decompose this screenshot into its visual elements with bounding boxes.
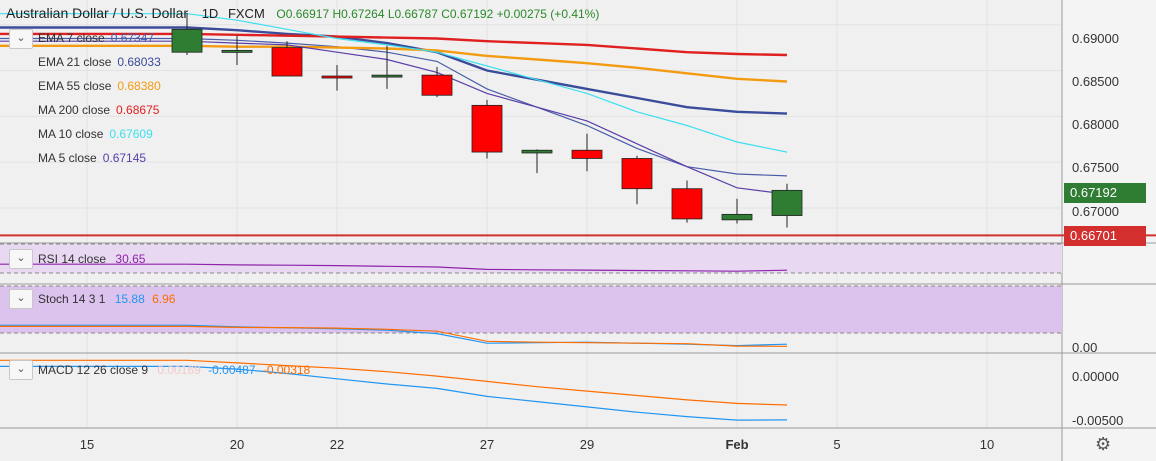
rsi-line: [0, 263, 788, 272]
stoch-d-line: [0, 325, 788, 347]
candle-body: [571, 149, 603, 159]
legend-label: EMA 55 close: [38, 79, 112, 93]
legend-value: 0.68675: [116, 103, 160, 117]
series-line: [0, 32, 788, 57]
stoch-k-value: 15.88: [114, 292, 145, 306]
interval-label[interactable]: 1D: [201, 6, 219, 21]
collapse-legend-button[interactable]: ⌄: [9, 29, 33, 49]
date-tick: 10: [979, 437, 995, 452]
macd-axis-tick: 0.00000: [1072, 369, 1119, 384]
candle-body: [371, 74, 403, 78]
date-tick: 27: [479, 437, 495, 452]
candle-body: [471, 104, 503, 153]
date-tick: 29: [579, 437, 595, 452]
stoch-name: Stoch 14 3 1: [38, 292, 106, 306]
rsi-name: RSI 14 close: [38, 252, 107, 266]
legend-value: 0.67145: [102, 151, 147, 165]
stoch-collapse-button[interactable]: ⌄: [9, 289, 33, 309]
legend-value: 0.67347: [110, 31, 155, 45]
series-line: [0, 37, 788, 177]
legend-item: MA 10 close 0.67609: [38, 127, 153, 141]
macd-label: MACD 12 26 close 9 0.00169 -0.00487 -0.0…: [38, 363, 310, 377]
candle-body: [171, 28, 203, 53]
rsi-value: 30.65: [115, 252, 146, 266]
exchange-label: FXCM: [227, 6, 265, 21]
candle-body: [721, 213, 753, 221]
legend-label: EMA 7 close: [38, 31, 105, 45]
macd-axis-tick: -0.00500: [1072, 413, 1124, 428]
rsi-band: [0, 244, 1062, 273]
price-tick: 0.69000: [1072, 31, 1119, 46]
legend-label: EMA 21 close: [38, 55, 112, 69]
candle-body: [771, 189, 803, 216]
ohlc-readout: O0.66917 H0.67264 L0.66787 C0.67192 +0.0…: [276, 7, 600, 21]
date-tick: 20: [229, 437, 245, 452]
stoch-d-value: 6.96: [152, 292, 176, 306]
stoch-label: Stoch 14 3 1 15.88 6.96: [38, 292, 175, 306]
legend-value: 0.68033: [117, 55, 161, 69]
level-price-tag: 0.66701: [1064, 226, 1146, 246]
legend-item: MA 5 close 0.67145: [38, 151, 146, 165]
series-line: [0, 40, 788, 195]
macd-line: [0, 365, 788, 421]
price-tick: 0.67500: [1072, 160, 1119, 175]
candle-body: [671, 188, 703, 220]
plot-background: [0, 0, 1062, 461]
macd-value: -0.00487: [208, 363, 256, 377]
candle-body: [221, 49, 253, 53]
rsi-label: RSI 14 close 30.65: [38, 252, 145, 266]
legend-label: MA 10 close: [38, 127, 104, 141]
candle-body: [321, 75, 353, 79]
date-tick: 22: [329, 437, 345, 452]
series-line: [0, 13, 788, 153]
candle-body: [521, 149, 553, 154]
legend-label: MA 5 close: [38, 151, 97, 165]
candle-body: [271, 47, 303, 77]
chart-header: Australian Dollar / U.S. Dollar 1D FXCM …: [6, 5, 599, 21]
candle-body: [421, 74, 453, 96]
macd-signal-line: [0, 359, 788, 406]
date-tick: 15: [79, 437, 95, 452]
symbol-title: Australian Dollar / U.S. Dollar: [6, 5, 189, 21]
legend-item: EMA 7 close 0.67347: [38, 31, 154, 45]
date-tick: 5: [833, 437, 841, 452]
stoch-axis-tick: 0.00: [1072, 340, 1098, 355]
rsi-collapse-button[interactable]: ⌄: [9, 249, 33, 269]
candle-body: [621, 158, 653, 190]
date-tick: Feb: [725, 437, 749, 452]
legend-label: MA 200 close: [38, 103, 111, 117]
series-line: [0, 26, 788, 115]
legend-item: MA 200 close 0.68675: [38, 103, 159, 117]
macd-name: MACD 12 26 close 9: [38, 363, 149, 377]
legend-value: 0.68380: [117, 79, 161, 93]
legend-item: EMA 55 close 0.68380: [38, 79, 161, 93]
legend-item: EMA 21 close 0.68033: [38, 55, 161, 69]
price-tick: 0.67000: [1072, 204, 1119, 219]
price-tick: 0.68500: [1072, 74, 1119, 89]
macd-signal-value: -0.00318: [262, 363, 311, 377]
legend-value: 0.67609: [109, 127, 153, 141]
last-price-tag: 0.67192: [1064, 183, 1146, 203]
macd-collapse-button[interactable]: ⌄: [9, 360, 33, 380]
macd-hist-value: 0.00169: [157, 363, 201, 377]
gear-icon[interactable]: ⚙: [1095, 434, 1112, 454]
series-line: [0, 44, 788, 83]
price-tick: 0.68000: [1072, 117, 1119, 132]
